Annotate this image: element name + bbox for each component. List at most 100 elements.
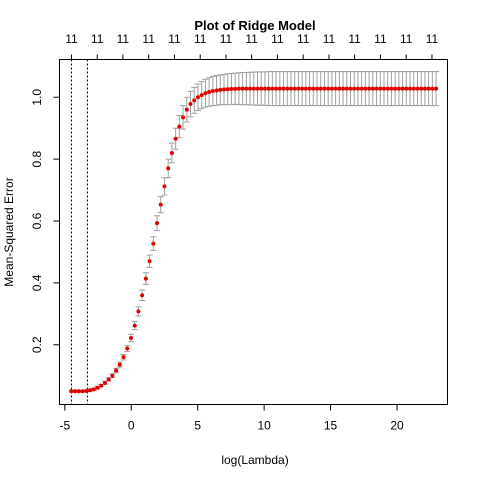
data-point bbox=[143, 276, 148, 281]
data-point bbox=[73, 389, 78, 394]
y-tick-label: 0.4 bbox=[30, 274, 44, 291]
data-point bbox=[195, 95, 200, 100]
data-point bbox=[236, 86, 241, 91]
data-point bbox=[203, 91, 208, 96]
y-axis-label: Mean-Squared Error bbox=[2, 177, 16, 286]
data-point bbox=[266, 86, 271, 91]
data-point bbox=[300, 86, 305, 91]
x-tick-label: 0 bbox=[128, 419, 135, 433]
data-point bbox=[274, 86, 279, 91]
lambda-reference-lines bbox=[70, 59, 88, 405]
data-point bbox=[80, 389, 85, 394]
top-tick-label: 11 bbox=[348, 32, 361, 46]
data-point bbox=[210, 89, 215, 94]
top-tick-label: 11 bbox=[374, 32, 387, 46]
data-point bbox=[344, 86, 349, 91]
data-point bbox=[155, 221, 160, 226]
data-point bbox=[114, 368, 119, 373]
data-point bbox=[311, 86, 316, 91]
top-tick-label: 11 bbox=[323, 32, 336, 46]
data-point bbox=[102, 380, 107, 385]
data-point bbox=[307, 86, 312, 91]
data-point bbox=[162, 184, 167, 189]
data-point bbox=[95, 385, 100, 390]
data-point bbox=[110, 373, 115, 378]
data-point bbox=[99, 383, 104, 388]
data-point bbox=[192, 98, 197, 103]
data-point bbox=[147, 259, 152, 264]
data-point bbox=[158, 202, 163, 207]
data-point bbox=[288, 86, 293, 91]
data-point bbox=[91, 387, 96, 392]
data-point bbox=[184, 107, 189, 112]
data-point bbox=[411, 86, 416, 91]
top-tick-label: 11 bbox=[297, 32, 310, 46]
data-point bbox=[285, 86, 290, 91]
data-point bbox=[229, 86, 234, 91]
data-point bbox=[370, 86, 375, 91]
data-point bbox=[132, 323, 137, 328]
y-tick-label: 0.6 bbox=[30, 212, 44, 229]
data-point bbox=[404, 86, 409, 91]
data-point bbox=[281, 86, 286, 91]
data-point bbox=[393, 86, 398, 91]
data-point bbox=[121, 355, 126, 360]
data-point bbox=[233, 86, 238, 91]
data-point bbox=[270, 86, 275, 91]
data-point bbox=[207, 89, 212, 94]
data-point bbox=[181, 115, 186, 120]
data-point bbox=[303, 86, 308, 91]
data-point bbox=[255, 86, 260, 91]
data-point bbox=[434, 86, 439, 91]
data-point bbox=[408, 86, 413, 91]
chart-title: Plot of Ridge Model bbox=[194, 18, 315, 33]
data-point bbox=[76, 389, 81, 394]
y-tick-label: 0.8 bbox=[30, 150, 44, 167]
data-point bbox=[262, 86, 267, 91]
x-tick-label: 20 bbox=[390, 419, 404, 433]
data-point bbox=[128, 335, 133, 340]
data-point bbox=[218, 87, 223, 92]
x-tick-label: 10 bbox=[257, 419, 271, 433]
data-point bbox=[419, 86, 424, 91]
data-point bbox=[389, 86, 394, 91]
top-tick-label: 11 bbox=[91, 32, 104, 46]
top-tick-label: 11 bbox=[65, 32, 78, 46]
data-point bbox=[381, 86, 386, 91]
data-point bbox=[422, 86, 427, 91]
data-point bbox=[222, 87, 227, 92]
y-tick-label: 0.2 bbox=[30, 336, 44, 353]
data-point bbox=[69, 389, 74, 394]
top-tick-label: 11 bbox=[194, 32, 207, 46]
data-point bbox=[151, 241, 156, 246]
top-tick-label: 11 bbox=[142, 32, 155, 46]
data-point bbox=[259, 86, 264, 91]
data-point bbox=[363, 86, 368, 91]
data-point bbox=[84, 388, 89, 393]
data-point bbox=[352, 86, 357, 91]
data-point bbox=[173, 136, 178, 141]
top-tick-label: 11 bbox=[220, 32, 233, 46]
data-point bbox=[374, 86, 379, 91]
data-point bbox=[248, 86, 253, 91]
data-point bbox=[337, 86, 342, 91]
data-point bbox=[333, 86, 338, 91]
data-point bbox=[225, 87, 230, 92]
data-point bbox=[355, 86, 360, 91]
top-tick-label: 11 bbox=[271, 32, 284, 46]
data-point bbox=[426, 86, 431, 91]
data-point bbox=[214, 88, 219, 93]
top-axis-nonzero-counts: 11 11 11 11 11 11 11 11 11 11 11 11 11 11 11 bbox=[65, 32, 439, 60]
data-point bbox=[188, 102, 193, 107]
data-point bbox=[326, 86, 331, 91]
top-tick-label: 11 bbox=[245, 32, 258, 46]
data-point bbox=[296, 86, 301, 91]
data-point bbox=[415, 86, 420, 91]
data-point bbox=[430, 86, 435, 91]
data-point bbox=[318, 86, 323, 91]
data-point bbox=[244, 86, 249, 91]
data-point bbox=[400, 86, 405, 91]
x-tick-label: -5 bbox=[59, 419, 70, 433]
